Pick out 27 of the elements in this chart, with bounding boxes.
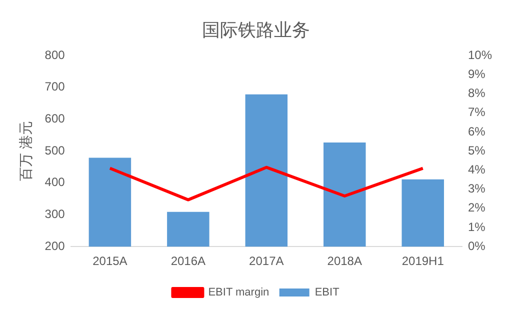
- y-tick-label: 200: [44, 238, 66, 253]
- y2-tick-label: 1%: [468, 220, 486, 234]
- y-tick-label: 400: [44, 175, 66, 190]
- y-axis-title: 百万 港元: [17, 121, 34, 182]
- y2-tick-label: 5%: [468, 143, 486, 158]
- y2-tick-label: 0%: [468, 238, 486, 253]
- legend-label: EBIT: [314, 286, 340, 299]
- y2-tick-label: 2%: [468, 200, 486, 215]
- y2-tick-label: 8%: [468, 86, 486, 100]
- x-tick-label: 2019H1: [402, 254, 444, 268]
- y-tick-label: 300: [44, 207, 66, 222]
- y2-tick-label: 6%: [468, 124, 486, 138]
- x-tick-label: 2018A: [327, 254, 362, 268]
- y-tick-label: 600: [44, 112, 66, 126]
- y2-tick-label: 3%: [468, 182, 486, 196]
- y2-tick-label: 4%: [468, 162, 486, 177]
- y2-tick-label: 7%: [468, 105, 486, 120]
- x-tick-label: 2016A: [170, 254, 206, 268]
- chart-title: 国际铁路业务: [202, 20, 310, 40]
- y-tick-label: 500: [44, 143, 66, 158]
- legend-label: EBIT margin: [208, 286, 270, 299]
- y2-tick-label: 10%: [468, 48, 492, 62]
- x-tick-label: 2017A: [249, 254, 284, 268]
- x-tick-label: 2015A: [92, 254, 128, 268]
- y2-tick-label: 9%: [468, 67, 486, 82]
- y-tick-label: 800: [44, 48, 66, 62]
- y-tick-label: 700: [44, 80, 66, 94]
